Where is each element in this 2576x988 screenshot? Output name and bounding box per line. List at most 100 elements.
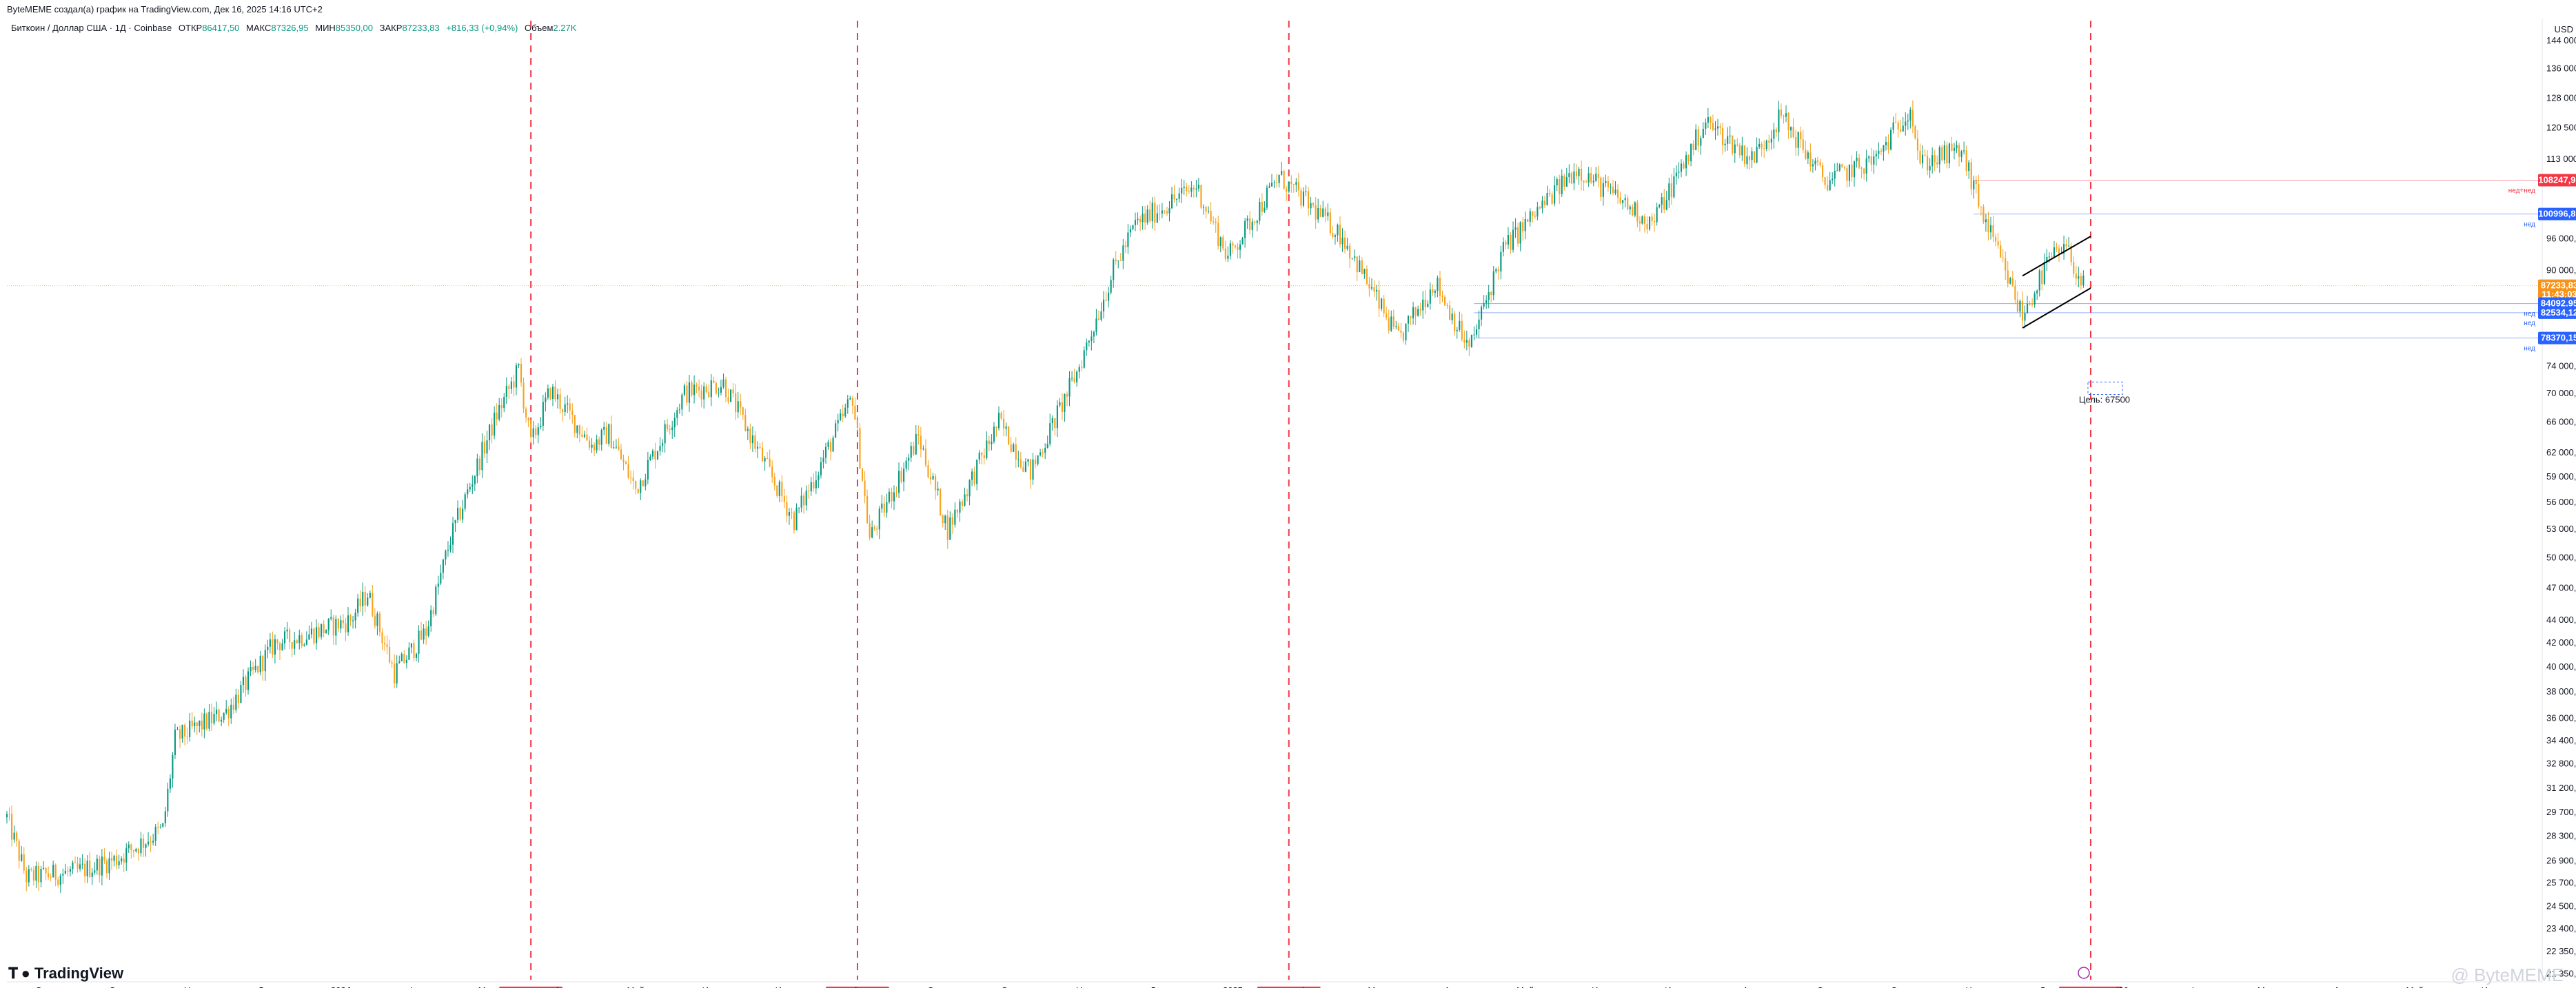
candle-body <box>625 462 627 464</box>
candle-body <box>1266 187 1268 208</box>
candle-body <box>1239 244 1241 250</box>
candle-body <box>1008 426 1010 445</box>
candle-body <box>888 491 890 502</box>
candle-body <box>50 877 52 878</box>
candle-body <box>1439 278 1441 296</box>
candle-body <box>861 469 864 481</box>
price-tick-label: 29 700,00 <box>2546 807 2576 817</box>
candle-body <box>1821 165 1824 178</box>
candle-body <box>949 517 951 540</box>
candle-body <box>1292 184 1295 185</box>
tradingview-logo[interactable]: 𝐓 ● TradingView <box>8 965 123 982</box>
candle-body <box>474 476 476 485</box>
price-tag <box>2538 174 2576 187</box>
candle-body <box>1541 200 1543 209</box>
candle-body <box>932 476 934 480</box>
time-tick-label: Фев <box>1300 985 1317 988</box>
price-tick-label: 22 350,00 <box>2546 946 2576 956</box>
candle-body <box>1349 245 1351 259</box>
candle-body <box>308 634 310 640</box>
candle-body <box>400 653 403 661</box>
candle-body <box>1860 167 1863 169</box>
candle-body <box>1824 177 1826 185</box>
candle-body <box>1337 225 1339 236</box>
candle-body <box>988 440 990 444</box>
price-tick-label: 96 000,00 <box>2546 234 2576 244</box>
candle-body <box>1595 174 1597 181</box>
change-value: +816,33 (+0,94%) <box>446 23 518 33</box>
price-tick-label: 136 000,00 <box>2546 63 2576 74</box>
candle-body <box>1059 402 1061 406</box>
candle-body <box>1710 117 1712 123</box>
candle-body <box>532 428 534 438</box>
time-tick-label: Мар <box>2258 985 2275 988</box>
candle-body <box>1797 132 1799 148</box>
candle-body <box>1836 170 1838 172</box>
candle-body <box>688 382 691 403</box>
candle-body <box>749 429 751 444</box>
candle-body <box>423 628 425 640</box>
candle-body <box>1290 181 1292 185</box>
candle-body <box>1716 126 1719 129</box>
candle-body <box>1697 129 1699 146</box>
time-axis[interactable]: Сен Окт Ноя Дек 2024 Фев Мар Апр Май Июн Июл Авг Сен… <box>7 981 2542 988</box>
candle-body <box>164 811 166 823</box>
candle-body <box>257 666 259 672</box>
time-tick-label: Июн <box>702 985 720 988</box>
candle-body <box>1943 145 1945 161</box>
candle-body <box>1843 167 1845 169</box>
candle-body <box>1366 269 1368 284</box>
candle-body <box>459 508 461 519</box>
candle-body <box>296 640 298 644</box>
candle-body <box>1044 448 1046 453</box>
candle-body <box>1916 138 1919 151</box>
candle-body <box>1741 145 1743 156</box>
candle-body <box>1186 187 1188 192</box>
candle-body <box>805 491 807 506</box>
candle-body <box>846 399 849 408</box>
candle-body <box>995 426 997 429</box>
price-tag-value: 78370,15 <box>2541 333 2576 343</box>
candle-body <box>364 591 366 606</box>
candle-body <box>837 420 839 424</box>
candle-body <box>64 870 66 874</box>
channel-drawing[interactable]: Цель: 67500 <box>2022 236 2130 405</box>
candle-body <box>1712 123 1714 130</box>
candle-body <box>973 471 975 484</box>
candle-body <box>135 848 137 852</box>
candle-body <box>2041 270 2043 285</box>
candle-body <box>618 446 620 450</box>
tradingview-logo-icon: 𝐓 ● <box>8 965 30 982</box>
candle-body <box>540 426 542 428</box>
candle-body <box>325 630 327 634</box>
candle-body <box>1719 126 1721 128</box>
candle-body <box>132 850 134 852</box>
price-tag-value: 108247,95 <box>2538 174 2576 185</box>
candle-body <box>415 653 418 658</box>
candle-body <box>1829 180 1831 191</box>
candle-body <box>1827 185 1829 191</box>
candle-body <box>832 438 834 452</box>
candle-body <box>218 709 220 722</box>
candle-body <box>1078 367 1080 372</box>
candle-body <box>1097 318 1100 320</box>
price-axis[interactable]: 144 000,00 136 000,00 128 000,00 120 500,00… <box>2542 19 2576 982</box>
candle-body <box>754 435 756 449</box>
candle-body <box>1288 181 1290 192</box>
candle-body <box>1093 331 1095 337</box>
candle-body <box>613 447 615 449</box>
candle-body <box>369 593 371 598</box>
candle-body <box>327 619 329 630</box>
candle-body <box>730 389 732 402</box>
candle-body <box>310 628 313 635</box>
candle-body <box>23 854 25 871</box>
candle-body <box>651 450 654 457</box>
price-tag <box>2538 207 2576 220</box>
candle-body <box>1066 394 1068 397</box>
price-tick-label: 120 500,00 <box>2546 122 2576 132</box>
price-tick-label: 74 000,00 <box>2546 360 2576 371</box>
candle-body <box>1960 151 1963 157</box>
candle-body <box>59 875 61 885</box>
candle-body <box>1456 329 1458 331</box>
